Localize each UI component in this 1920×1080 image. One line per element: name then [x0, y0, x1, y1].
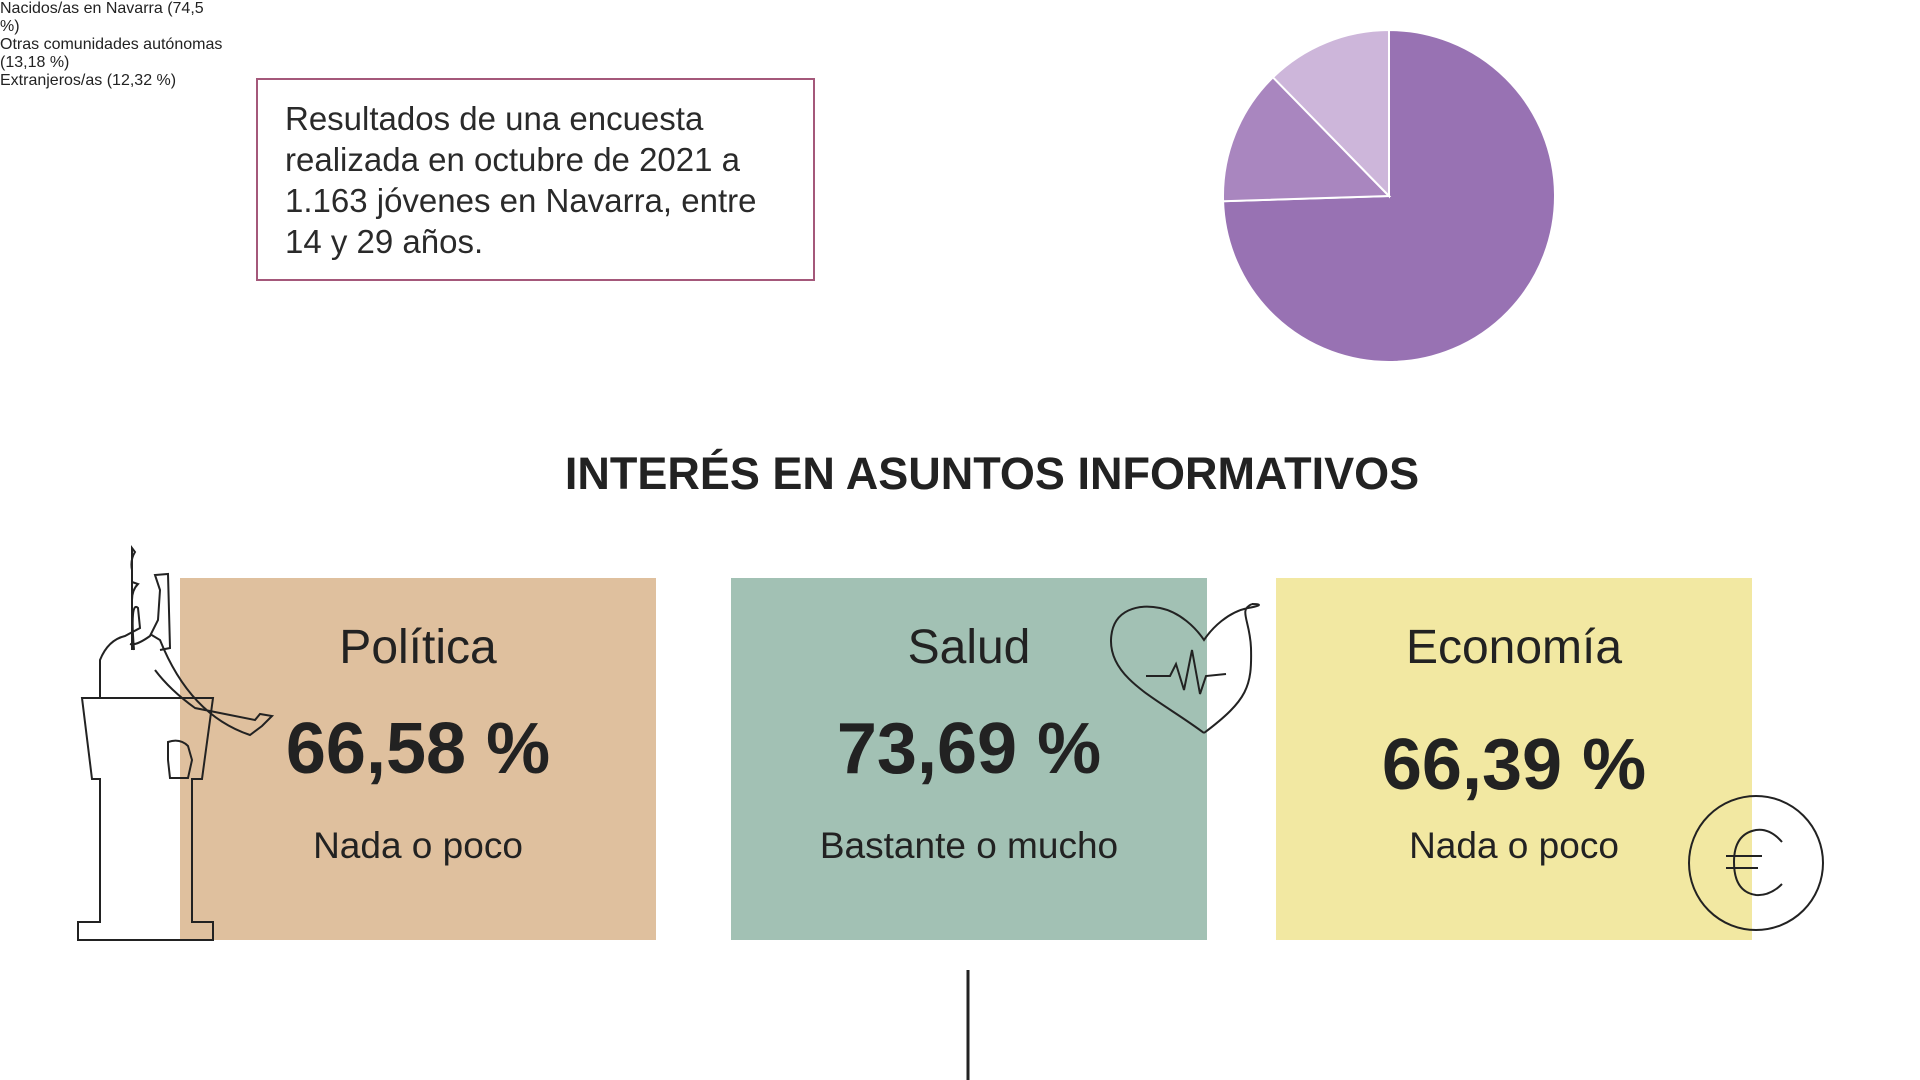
pie-label-category: Extranjeros/as: [0, 72, 103, 89]
card-title: Economía: [1405, 621, 1623, 674]
pie-chart: [1222, 28, 1556, 363]
card-label: Nada o poco: [1409, 825, 1619, 866]
card-value: 73,69 %: [836, 709, 1102, 789]
pie-label-value: (12,32 %): [106, 72, 177, 89]
card-title: Salud: [907, 621, 1031, 674]
card-title: Política: [339, 621, 497, 674]
pie-label-value: (13,18 %): [0, 54, 70, 71]
pie-label: Otras comunidades autónomas (13,18 %): [0, 36, 260, 72]
pie-label: Nacidos/as en Navarra (74,5 %): [0, 0, 205, 36]
intro-box: Resultados de una encuesta realizada en …: [256, 78, 815, 281]
card-value: 66,39 %: [1381, 725, 1647, 805]
card-value: 66,58 %: [285, 709, 551, 789]
card-label: Nada o poco: [313, 825, 523, 866]
info-card: Política 66,58 % Nada o poco: [180, 578, 656, 940]
pie-slice: [1222, 75, 1392, 203]
pie-slice: [1222, 28, 1556, 363]
section-title: INTERÉS EN ASUNTOS INFORMATIVOS: [564, 448, 1420, 499]
info-card: Economía 66,39 % Nada o poco: [1276, 578, 1752, 940]
pie-label-category: Nacidos/as en Navarra: [0, 0, 163, 17]
pie-label-value: (74,5 %): [0, 0, 204, 35]
pie-label: Extranjeros/as (12,32 %): [0, 72, 185, 90]
pie-label-category: Otras comunidades autónomas: [0, 36, 223, 53]
pie-slice: [1271, 28, 1390, 199]
card-label: Bastante o mucho: [819, 825, 1119, 866]
info-card: Salud 73,69 % Bastante o mucho: [731, 578, 1207, 940]
